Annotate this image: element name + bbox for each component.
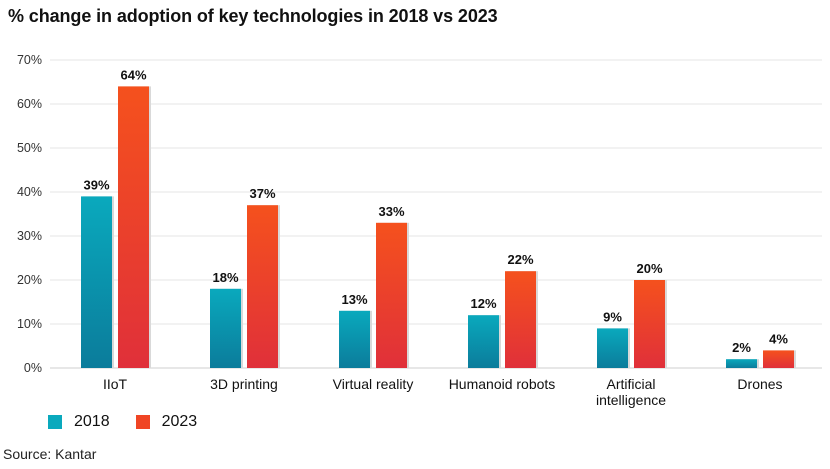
bars (81, 86, 796, 369)
y-tick-label: 60% (17, 97, 42, 111)
data-label: 20% (636, 261, 662, 276)
bar-2023 (118, 86, 149, 369)
legend-swatch-2023 (135, 415, 150, 429)
data-labels: 39% 64% 18% 37% 13% 33% 12% 22% 9% 20% 2% 4% (83, 67, 788, 355)
bar-2023 (505, 271, 536, 368)
data-label: 2% (732, 340, 751, 355)
legend: 2018 2023 (48, 413, 223, 431)
data-label: 22% (507, 252, 533, 267)
y-tick-label: 10% (17, 317, 42, 331)
bar-2023 (376, 222, 407, 368)
y-tick-label: 20% (17, 273, 42, 287)
data-label: 18% (212, 270, 238, 285)
data-label: 64% (120, 67, 146, 82)
bar-2018 (81, 196, 112, 368)
legend-item-2023: 2023 (135, 413, 198, 431)
y-tick-label: 0% (24, 361, 42, 375)
data-label: 13% (341, 292, 367, 307)
x-tick-label: IIoT (103, 376, 128, 392)
legend-label-2018: 2018 (74, 413, 110, 430)
bar-2018 (339, 310, 370, 368)
bar-2023 (247, 205, 278, 368)
data-label: 33% (378, 204, 404, 219)
x-tick-label: Humanoid robots (449, 376, 556, 392)
data-label: 4% (769, 331, 788, 346)
bar-2018 (468, 315, 499, 368)
data-label: 37% (249, 186, 275, 201)
gridlines (50, 59, 822, 369)
bar-2023 (634, 280, 665, 368)
bar-2018 (210, 288, 241, 368)
chart-title: % change in adoption of key technologies… (8, 6, 498, 26)
bar-2018 (597, 328, 628, 368)
y-tick-label: 40% (17, 185, 42, 199)
y-axis-tick-labels: 0% 10% 20% 30% 40% 50% 60% 70% (17, 53, 42, 375)
y-tick-label: 50% (17, 141, 42, 155)
x-tick-label: Artificial (606, 376, 655, 392)
legend-label-2023: 2023 (161, 413, 198, 430)
data-label: 39% (83, 177, 109, 192)
x-tick-label: 3D printing (210, 376, 278, 392)
data-label: 12% (470, 296, 496, 311)
y-tick-label: 70% (17, 53, 42, 67)
y-tick-label: 30% (17, 229, 42, 243)
data-label: 9% (603, 309, 622, 324)
bar-2023 (763, 350, 794, 368)
bar-2018 (726, 359, 757, 368)
x-axis-tick-labels: IIoT 3D printing Virtual reality Humanoid r… (103, 376, 783, 408)
legend-item-2018: 2018 (48, 413, 110, 431)
x-tick-label: Virtual reality (333, 376, 414, 392)
legend-swatch-2018 (48, 415, 62, 429)
source-note: Source: Kantar (3, 446, 97, 462)
x-tick-label: Drones (737, 376, 782, 392)
x-tick-label: intelligence (596, 392, 666, 408)
